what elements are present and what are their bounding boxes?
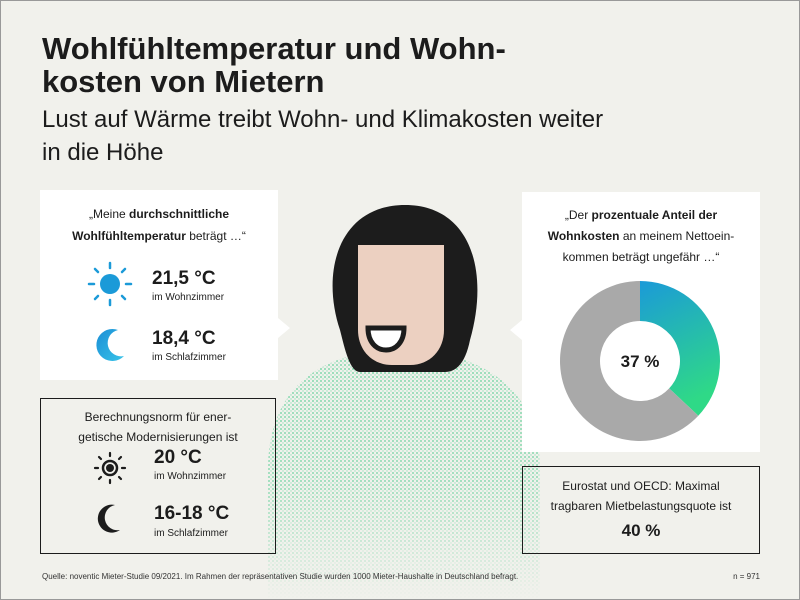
source: Quelle: noventic Mieter-Studie 09/2021. … [42,572,518,581]
quote-segment: Wohlfühltemperatur [72,229,186,243]
quote-segment: „Meine [89,207,129,221]
quote-segment: „Der [565,208,592,222]
donut-segment [640,281,721,416]
room-label: im Wohnzimmer [152,292,225,303]
room-label: im Schlafzimmer [152,352,227,363]
temperature: 21,5 °C [152,268,216,289]
quote-line: Wohlfühltemperatur beträgt …“ [72,229,246,243]
room-label: im Wohnzimmer [154,471,227,482]
donut-label: 37 % [621,352,660,371]
eurostat-text: Eurostat und OECD: Maximal [562,479,719,493]
norm-box [40,398,276,554]
comfort-quote: „Meine durchschnittliche Wohlfühltemperat… [72,207,246,243]
quote-segment: prozentuale Anteil der [592,208,718,222]
quote-line: Wohnkosten an meinem Nettoein- [548,229,735,243]
quote-segment: an meinem Nettoein- [620,229,735,243]
person-illustration [268,205,540,600]
sun-icon [87,261,133,307]
sun-icon [93,451,127,485]
subtitle: Lust auf Wärme treibt Wohn- und Klimakos… [42,106,603,133]
quote-segment: beträgt …“ [186,229,246,243]
eurostat-box [522,466,760,554]
quote-line: kommen beträgt ungefähr …“ [563,250,720,264]
donut-chart: 37 % [560,281,721,441]
room-label: im Schlafzimmer [154,528,229,539]
title: Wohlfühltemperatur und Wohn- [42,31,506,66]
moon-icon [97,504,120,533]
eurostat-text: tragbaren Mietbelastungsquote ist [551,499,732,513]
temperature: 20 °C [154,447,202,468]
title: kosten von Mietern [42,64,325,99]
quote-line: „Meine durchschnittliche [89,207,229,221]
quote-line: „Der prozentuale Anteil der [565,208,718,222]
donut-segment [560,281,699,441]
temperature: 18,4 °C [152,328,216,349]
eurostat-value: 40 % [622,521,661,540]
quote-segment: durchschnittliche [129,207,229,221]
rent-quote: „Der prozentuale Anteil der Wohnkosten an… [548,208,735,264]
moon-icon [96,328,124,361]
sample-size: n = 971 [733,572,760,581]
norm-text: getische Modernisierungen ist [78,430,238,444]
quote-segment: kommen beträgt ungefähr …“ [563,250,720,264]
temperature: 16-18 °C [154,503,229,524]
norm-text: Berechnungsnorm für ener- [85,410,232,424]
quote-segment: Wohnkosten [548,229,620,243]
subtitle: in die Höhe [42,139,163,166]
